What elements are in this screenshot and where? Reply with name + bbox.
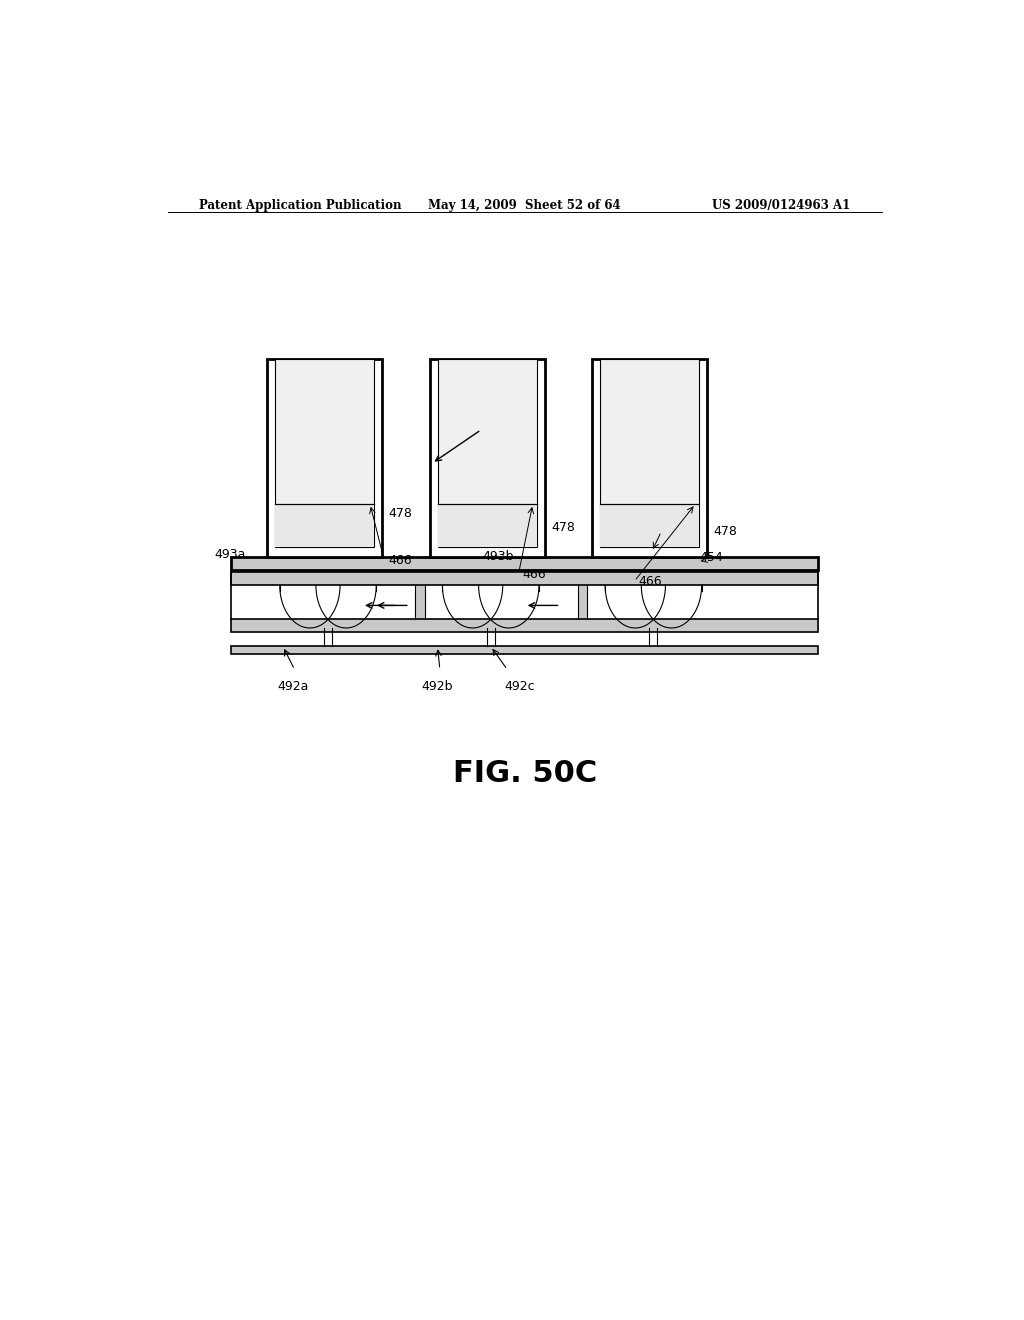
Text: US 2009/0124963 A1: US 2009/0124963 A1 [712, 199, 850, 213]
Text: 492b: 492b [422, 680, 454, 693]
Bar [231, 557, 818, 570]
Bar [600, 359, 699, 546]
Text: 454: 454 [699, 552, 723, 565]
Text: Patent Application Publication: Patent Application Publication [200, 199, 402, 213]
Bar [231, 572, 818, 585]
Bar [274, 504, 374, 546]
Bar [274, 359, 374, 546]
Bar [578, 585, 588, 619]
Bar [430, 359, 545, 557]
Text: May 14, 2009  Sheet 52 of 64: May 14, 2009 Sheet 52 of 64 [428, 199, 622, 213]
Bar [600, 504, 699, 546]
Bar [267, 359, 382, 557]
Text: 478: 478 [714, 525, 737, 539]
Text: 478: 478 [388, 507, 413, 520]
Bar [437, 504, 537, 546]
Bar [231, 647, 818, 655]
Bar [416, 585, 425, 619]
Text: 493a: 493a [214, 548, 246, 561]
Bar [437, 359, 537, 546]
Text: 466: 466 [522, 568, 546, 581]
Bar [231, 619, 818, 632]
Bar [592, 359, 708, 557]
Text: 493c: 493c [654, 521, 685, 535]
Text: 498: 498 [473, 414, 497, 428]
Text: 466: 466 [388, 554, 412, 568]
Text: 492a: 492a [278, 680, 309, 693]
Text: 493b: 493b [482, 550, 514, 564]
Text: 492c: 492c [504, 680, 535, 693]
Text: FIG. 50C: FIG. 50C [453, 759, 597, 788]
Text: 466: 466 [638, 574, 662, 587]
Text: 478: 478 [551, 521, 574, 533]
